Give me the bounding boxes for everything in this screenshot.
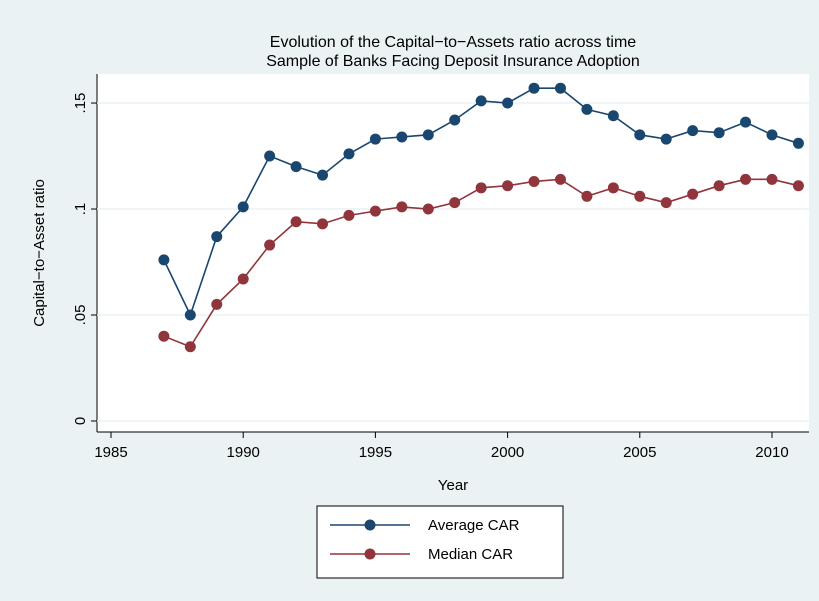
data-point xyxy=(449,197,461,209)
data-point xyxy=(607,182,619,194)
data-point xyxy=(369,133,381,145)
data-point xyxy=(528,175,540,187)
data-point xyxy=(713,127,725,139)
data-point xyxy=(290,161,302,173)
plot-area xyxy=(97,74,809,432)
data-point xyxy=(687,125,699,137)
data-point xyxy=(660,197,672,209)
data-point xyxy=(687,188,699,200)
data-point xyxy=(713,180,725,192)
data-point xyxy=(264,239,276,251)
data-point xyxy=(396,201,408,213)
x-tick-label: 1985 xyxy=(94,444,127,461)
data-point xyxy=(792,137,804,149)
data-point xyxy=(475,182,487,194)
x-tick-label: 1995 xyxy=(359,444,392,461)
legend-marker xyxy=(364,519,376,531)
data-point xyxy=(634,190,646,202)
chart-title: Evolution of the Capital−to−Assets ratio… xyxy=(270,34,637,51)
data-point xyxy=(290,216,302,228)
data-point xyxy=(766,129,778,141)
data-point xyxy=(792,180,804,192)
data-point xyxy=(528,82,540,94)
data-point xyxy=(184,341,196,353)
data-point xyxy=(607,110,619,122)
data-point xyxy=(634,129,646,141)
data-point xyxy=(740,173,752,185)
data-point xyxy=(369,205,381,217)
data-point xyxy=(158,254,170,266)
data-point xyxy=(158,330,170,342)
data-point xyxy=(449,114,461,126)
data-point xyxy=(660,133,672,145)
data-point xyxy=(422,203,434,215)
data-point xyxy=(237,273,249,285)
data-point xyxy=(502,97,514,109)
data-point xyxy=(396,131,408,143)
legend-label: Average CAR xyxy=(428,517,520,534)
data-point xyxy=(581,103,593,115)
x-tick-label: 1990 xyxy=(227,444,260,461)
y-tick-label: .15 xyxy=(72,93,89,114)
data-point xyxy=(554,173,566,185)
x-tick-label: 2005 xyxy=(623,444,656,461)
chart-subtitle: Sample of Banks Facing Deposit Insurance… xyxy=(266,53,640,70)
y-tick-label: .05 xyxy=(72,305,89,326)
data-point xyxy=(422,129,434,141)
data-point xyxy=(343,148,355,160)
y-axis-label: Capital−to−Asset ratio xyxy=(31,179,48,327)
legend-marker xyxy=(364,548,376,560)
data-point xyxy=(317,169,329,181)
data-point xyxy=(211,231,223,243)
data-point xyxy=(740,116,752,128)
data-point xyxy=(237,201,249,213)
y-tick-label: .1 xyxy=(72,203,89,216)
data-point xyxy=(184,309,196,321)
data-point xyxy=(581,190,593,202)
data-point xyxy=(343,209,355,221)
x-tick-label: 2000 xyxy=(491,444,524,461)
data-point xyxy=(554,82,566,94)
data-point xyxy=(264,150,276,162)
legend-label: Median CAR xyxy=(428,546,513,563)
data-point xyxy=(317,218,329,230)
x-axis-label: Year xyxy=(438,477,468,494)
legend xyxy=(316,505,564,579)
data-point xyxy=(475,95,487,107)
data-point xyxy=(502,180,514,192)
data-point xyxy=(766,173,778,185)
x-tick-label: 2010 xyxy=(755,444,788,461)
y-tick-label: 0 xyxy=(72,417,89,425)
data-point xyxy=(211,298,223,310)
